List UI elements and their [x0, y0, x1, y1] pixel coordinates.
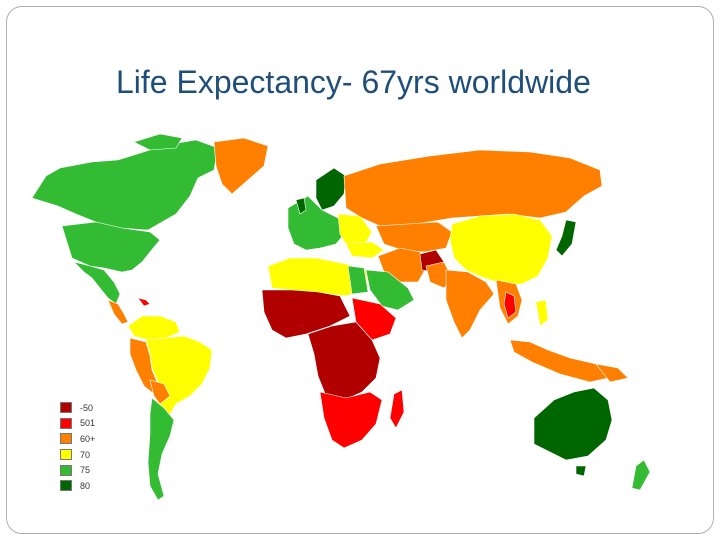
- legend-swatch: [60, 449, 72, 461]
- region-greenland: [213, 137, 269, 195]
- region-caribbean: [137, 297, 151, 307]
- region-indonesia: [509, 339, 609, 383]
- region-tasmania: [575, 465, 587, 477]
- legend-label: 70: [80, 449, 91, 460]
- region-madagascar: [389, 389, 405, 429]
- region-uk: [295, 197, 307, 215]
- region-southern-cone: [147, 397, 175, 501]
- legend-label: 60+: [80, 433, 96, 444]
- legend-swatch: [60, 464, 72, 476]
- region-china: [449, 213, 553, 285]
- region-north-africa: [267, 257, 369, 297]
- legend-item: 75: [60, 462, 95, 478]
- map-legend: -50 501 60+ 70 75 80: [60, 400, 95, 494]
- legend-swatch: [60, 402, 72, 414]
- region-canada-alaska: [31, 139, 219, 231]
- region-southern-africa: [319, 391, 383, 449]
- region-egypt: [347, 265, 369, 295]
- region-west-africa: [261, 289, 351, 339]
- legend-swatch: [60, 417, 72, 429]
- region-myanmar-laos: [503, 291, 517, 319]
- region-india: [445, 269, 495, 339]
- region-russia: [343, 149, 603, 227]
- legend-item: 60+: [60, 431, 95, 447]
- region-philippines: [535, 299, 549, 327]
- region-central-africa: [307, 321, 381, 401]
- legend-item: 70: [60, 447, 95, 463]
- region-arabia: [365, 269, 415, 311]
- region-central-america: [107, 299, 129, 325]
- legend-label: -50: [80, 402, 94, 413]
- slide-title: Life Expectancy- 67yrs worldwide: [116, 64, 591, 100]
- legend-label: 80: [80, 480, 91, 491]
- region-scandinavia: [315, 167, 347, 211]
- legend-item: 501: [60, 416, 95, 432]
- region-colombia-venezuela: [127, 315, 181, 341]
- region-japan: [555, 219, 577, 257]
- region-kazakhstan-central-asia: [375, 221, 453, 253]
- legend-swatch: [60, 433, 72, 445]
- region-australia: [533, 387, 613, 461]
- legend-swatch: [60, 480, 72, 492]
- region-new-zealand: [631, 459, 651, 491]
- legend-label: 75: [80, 465, 91, 476]
- legend-item: 80: [60, 478, 95, 494]
- region-bolivia: [149, 379, 171, 405]
- region-western-europe: [287, 195, 347, 251]
- legend-item: -50: [60, 400, 95, 416]
- region-arctic-islands: [133, 133, 183, 151]
- legend-label: 501: [80, 418, 96, 429]
- region-papua: [595, 363, 629, 383]
- region-turkey: [345, 241, 385, 259]
